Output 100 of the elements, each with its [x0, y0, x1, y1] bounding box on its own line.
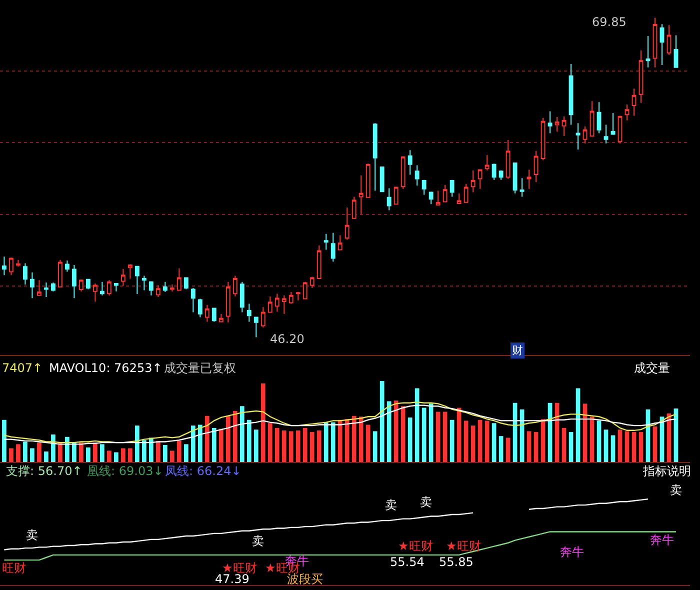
candlestick [400, 156, 406, 190]
bar [218, 428, 224, 462]
candlestick [372, 122, 378, 192]
candlestick [204, 304, 210, 322]
candlestick [254, 316, 258, 338]
annotation: 旺财 [2, 561, 26, 575]
candlestick [450, 179, 454, 198]
annotation: 55.85 [439, 555, 474, 569]
candlestick [540, 117, 546, 161]
bar [44, 451, 48, 462]
annotation: 卖 [385, 498, 397, 512]
bar [498, 436, 504, 462]
bar [506, 438, 510, 462]
text: 指标说明 [642, 464, 691, 478]
bar [93, 442, 98, 462]
candlestick [2, 256, 6, 276]
bar [372, 431, 378, 462]
candlestick [44, 282, 48, 298]
candlestick [414, 164, 420, 186]
bar [2, 420, 6, 462]
candlestick [624, 104, 630, 121]
candlestick [218, 313, 224, 323]
bar [226, 416, 230, 462]
bar [414, 388, 420, 462]
candlestick [632, 88, 636, 116]
candlestick [170, 284, 174, 292]
bar [604, 430, 608, 462]
text: 7407↑ [2, 361, 43, 375]
bar [562, 428, 566, 462]
candlestick [268, 296, 272, 313]
bar [120, 448, 126, 462]
candlestick [134, 265, 140, 295]
bar [134, 426, 140, 462]
bar [674, 408, 678, 462]
annotation: ★旺财 [398, 539, 433, 553]
annotation: 46.20 [270, 332, 304, 346]
candlestick [36, 280, 42, 296]
bar [352, 416, 356, 462]
candlestick [526, 169, 532, 190]
candlestick [470, 170, 476, 193]
candlestick [78, 278, 84, 292]
bar [37, 442, 42, 462]
text: 支撑: 56.70↑ [6, 464, 82, 478]
annotation: 卖 [252, 534, 264, 548]
candlestick [260, 306, 266, 328]
bar [450, 420, 454, 462]
candlestick [478, 169, 482, 190]
bar [400, 406, 406, 462]
bar [204, 416, 210, 462]
bar [184, 444, 188, 462]
bar [380, 381, 384, 462]
bar [638, 432, 644, 462]
candlestick [358, 174, 364, 215]
candlestick [50, 282, 56, 292]
candlestick [198, 298, 202, 318]
bar [162, 444, 168, 462]
bar [310, 432, 314, 462]
candlestick [30, 272, 34, 299]
candlestick [64, 260, 70, 272]
bar [107, 450, 112, 462]
text: 成交量已复权 [164, 361, 236, 375]
candlestick [212, 308, 216, 322]
candlestick [22, 262, 28, 286]
candlestick [58, 259, 62, 288]
candlestick [142, 275, 146, 291]
bar [526, 431, 532, 462]
candlestick [596, 102, 602, 134]
text: 财 [512, 344, 523, 357]
bar [302, 428, 308, 462]
bar [422, 408, 426, 462]
bar [428, 404, 434, 462]
candlestick [162, 281, 168, 292]
annotation: 奔牛 [560, 545, 584, 559]
bar [268, 423, 272, 462]
bar [58, 442, 62, 462]
candlestick [128, 264, 132, 279]
annotation: 55.54 [390, 555, 424, 569]
candlestick [492, 163, 496, 180]
bar [274, 428, 280, 462]
candlestick [604, 124, 608, 144]
bar [156, 440, 160, 462]
bar [568, 432, 574, 462]
candlestick [436, 190, 440, 206]
bar [596, 420, 602, 462]
bar [114, 452, 118, 462]
candlestick [456, 192, 462, 205]
annotation: 波段买 [287, 572, 323, 586]
candlestick [666, 24, 672, 56]
candlestick [394, 186, 398, 205]
annotation: 奔牛 [650, 533, 674, 547]
candlestick [282, 294, 286, 314]
candlestick [380, 166, 384, 192]
bar [330, 422, 336, 462]
candlestick [330, 232, 336, 262]
bar [610, 435, 616, 462]
candlestick [114, 282, 118, 292]
candlestick [408, 150, 412, 176]
bar [16, 444, 20, 462]
candlestick [120, 268, 126, 286]
bar [492, 423, 496, 462]
